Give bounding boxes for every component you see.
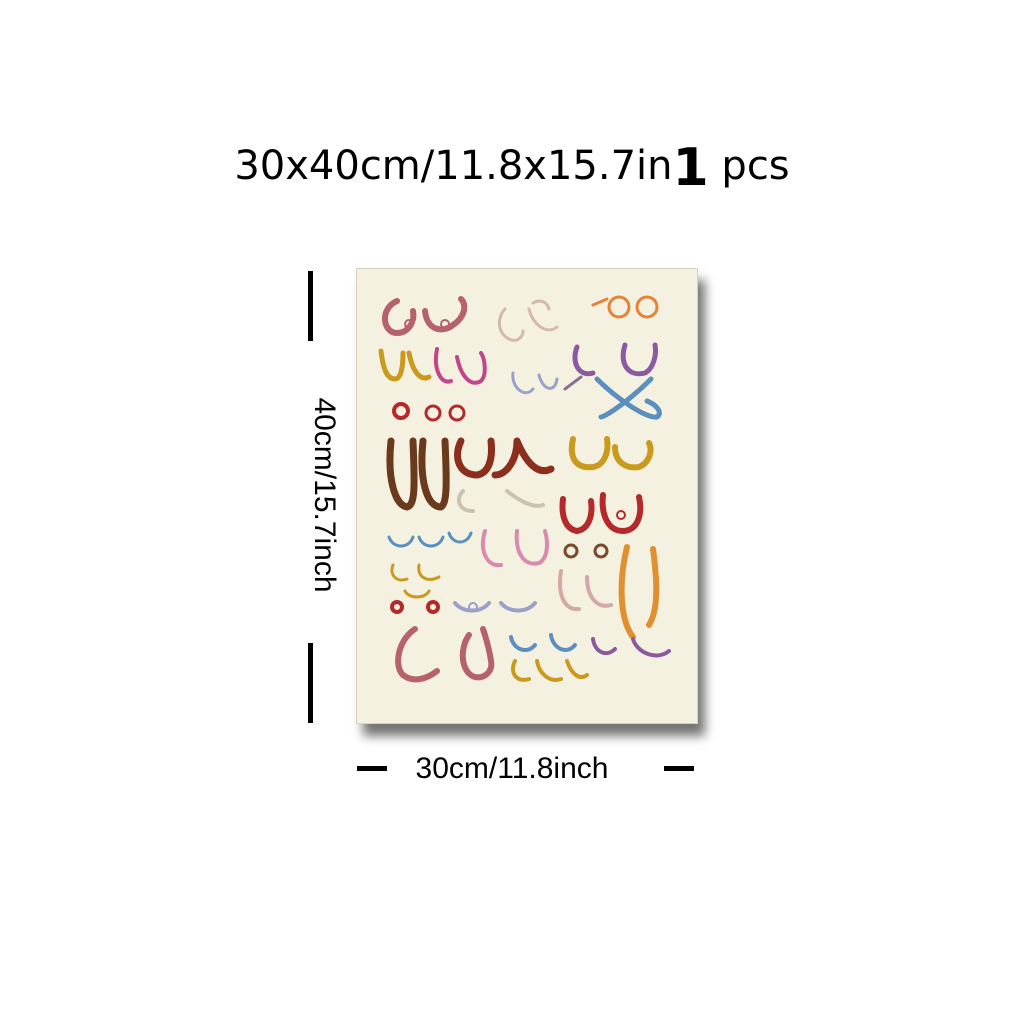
poster-artwork xyxy=(378,295,671,683)
width-dimension-line-left xyxy=(357,766,387,771)
figure-row-1 xyxy=(382,295,659,342)
figure-row-3 xyxy=(392,376,662,422)
size-text: 30x40cm/11.8x15.7in xyxy=(234,143,673,189)
figure-row-10 xyxy=(510,659,589,682)
width-label: 30cm/11.8inch xyxy=(415,752,609,785)
figure-row-2 xyxy=(378,342,658,395)
figure-row-8 xyxy=(390,600,537,614)
figure-row-6 xyxy=(387,529,660,640)
height-dimension-line-top xyxy=(308,271,313,341)
poster-print xyxy=(356,268,698,724)
figure-row-5 xyxy=(456,489,644,534)
figure-row-9 xyxy=(395,626,671,683)
quantity-number: 1 xyxy=(672,138,709,198)
height-label: 40cm/15.7inch xyxy=(308,397,341,593)
figure-row-4 xyxy=(386,436,654,511)
figure-row-7 xyxy=(390,563,613,612)
quantity-unit: pcs xyxy=(721,143,790,189)
product-size-title: 30x40cm/11.8x15.7in1 pcs xyxy=(0,138,1024,196)
width-dimension-line-right xyxy=(664,766,694,771)
height-dimension-line-bottom xyxy=(308,643,313,723)
